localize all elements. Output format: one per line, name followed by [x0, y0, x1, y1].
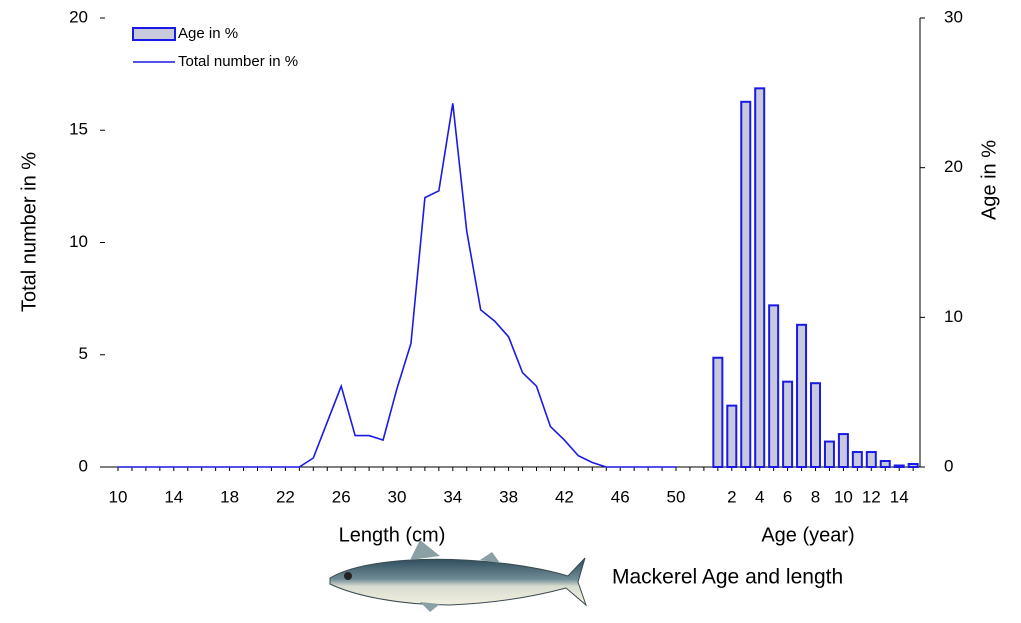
- y-tick-label: 5: [79, 344, 88, 363]
- x-axis-label: Age (year): [761, 524, 854, 546]
- fish-illustration: [329, 540, 588, 612]
- y2-tick-label: 10: [944, 307, 963, 326]
- x-tick-label: 14: [890, 487, 909, 506]
- x-tick-label: 10: [109, 487, 128, 506]
- x-tick-label: 2: [727, 487, 736, 506]
- x-tick-label: 18: [220, 487, 239, 506]
- x-tick-label: 42: [555, 487, 574, 506]
- x-tick-label: 34: [443, 487, 462, 506]
- bar: [754, 87, 766, 469]
- x-tick-label: 14: [164, 487, 183, 506]
- x-tick-label: 12: [862, 487, 881, 506]
- y2-axis-label: Age in %: [978, 140, 1000, 220]
- bar: [907, 463, 919, 468]
- x-tick-label: 38: [499, 487, 518, 506]
- bar: [823, 440, 835, 469]
- bar: [782, 380, 794, 468]
- x-tick-label: 6: [783, 487, 792, 506]
- bar: [893, 464, 905, 468]
- y-tick-label: 0: [79, 456, 88, 475]
- x-tick-label: 46: [611, 487, 630, 506]
- x-tick-label: 4: [755, 487, 764, 506]
- bar: [879, 460, 891, 469]
- x-tick-label: 26: [332, 487, 351, 506]
- legend-swatch: [132, 27, 176, 41]
- bar: [810, 382, 821, 469]
- x-tick-label: 10: [834, 487, 853, 506]
- bar: [740, 100, 752, 469]
- y-tick-label: 20: [69, 7, 88, 26]
- y-tick-label: 10: [69, 232, 88, 251]
- bar: [837, 433, 849, 468]
- bar: [796, 323, 808, 469]
- bar: [712, 356, 724, 469]
- y2-tick-label: 30: [944, 7, 963, 26]
- x-tick-label: 22: [276, 487, 295, 506]
- y-tick-label: 15: [69, 120, 88, 139]
- y2-tick-label: 20: [944, 157, 963, 176]
- line: [118, 103, 676, 468]
- x-axis-label: Length (cm): [339, 524, 446, 546]
- x-tick-label: 8: [811, 487, 820, 506]
- x-tick-label: 50: [667, 487, 686, 506]
- bar: [768, 304, 780, 468]
- y2-tick-label: 0: [944, 456, 953, 475]
- annotation: Mackerel Age and length: [612, 566, 843, 589]
- x-tick-label: 30: [388, 487, 407, 506]
- bar: [865, 451, 877, 468]
- bar: [851, 451, 863, 468]
- legend-label: Age in %: [178, 25, 238, 42]
- bar: [726, 404, 738, 468]
- legend-label: Total number in %: [178, 53, 298, 70]
- y-axis-label: Total number in %: [18, 152, 40, 312]
